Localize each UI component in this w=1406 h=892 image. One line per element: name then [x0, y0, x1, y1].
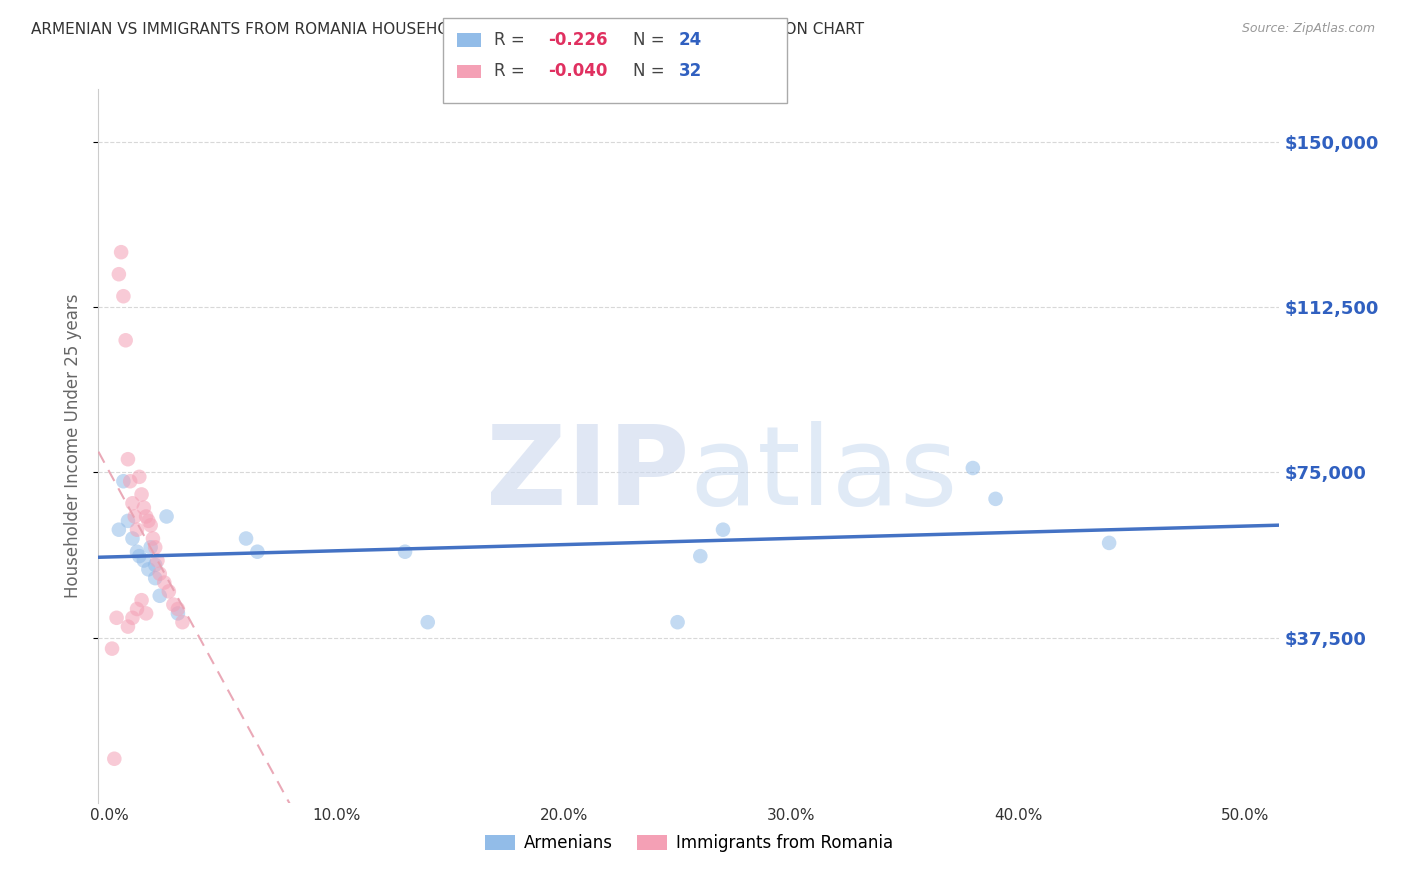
Text: -0.040: -0.040: [548, 62, 607, 80]
Text: R =: R =: [494, 31, 530, 49]
Point: [125, 545, 148, 559]
Point: [132, 553, 155, 567]
Legend: Armenians, Immigrants from Romania: Armenians, Immigrants from Romania: [478, 828, 900, 859]
Text: N =: N =: [633, 31, 669, 49]
Text: ARMENIAN VS IMMIGRANTS FROM ROMANIA HOUSEHOLDER INCOME UNDER 25 YEARS CORRELATIO: ARMENIAN VS IMMIGRANTS FROM ROMANIA HOUS…: [31, 22, 865, 37]
Text: atlas: atlas: [689, 421, 957, 528]
Point: [142, 532, 165, 546]
Text: N =: N =: [633, 62, 669, 80]
Point: [112, 475, 135, 489]
Point: [114, 333, 136, 347]
Point: [143, 558, 166, 572]
Point: [135, 607, 157, 621]
Point: [157, 584, 180, 599]
Point: [246, 545, 269, 559]
Point: [689, 549, 711, 563]
Point: [149, 589, 172, 603]
Point: [146, 553, 169, 567]
Point: [117, 619, 139, 633]
Point: [711, 523, 734, 537]
Point: [416, 615, 439, 630]
Point: [235, 532, 257, 546]
Point: [125, 602, 148, 616]
Point: [962, 461, 984, 475]
Point: [131, 593, 153, 607]
Point: [112, 289, 135, 303]
Y-axis label: Householder Income Under 25 years: Householder Income Under 25 years: [65, 293, 83, 599]
Point: [139, 541, 162, 555]
Point: [138, 514, 160, 528]
Point: [128, 470, 150, 484]
Point: [120, 475, 142, 489]
Point: [666, 615, 689, 630]
Text: 24: 24: [679, 31, 703, 49]
Point: [143, 571, 166, 585]
Text: 32: 32: [679, 62, 703, 80]
Point: [105, 611, 128, 625]
Point: [125, 523, 148, 537]
Point: [121, 496, 143, 510]
Point: [124, 509, 146, 524]
Point: [155, 509, 177, 524]
Point: [121, 532, 143, 546]
Point: [172, 615, 194, 630]
Text: -0.226: -0.226: [548, 31, 607, 49]
Point: [128, 549, 150, 563]
Point: [117, 514, 139, 528]
Point: [162, 598, 184, 612]
Point: [167, 607, 190, 621]
Point: [131, 487, 153, 501]
Text: ZIP: ZIP: [485, 421, 689, 528]
Point: [117, 452, 139, 467]
Point: [167, 602, 190, 616]
Text: R =: R =: [494, 62, 530, 80]
Point: [138, 562, 160, 576]
Point: [121, 611, 143, 625]
Point: [108, 523, 131, 537]
Point: [394, 545, 416, 559]
Point: [108, 267, 131, 281]
Point: [149, 566, 172, 581]
Point: [110, 245, 132, 260]
Point: [984, 491, 1007, 506]
Point: [135, 509, 157, 524]
Point: [132, 500, 155, 515]
Point: [139, 518, 162, 533]
Point: [143, 541, 166, 555]
Point: [103, 752, 125, 766]
Point: [1098, 536, 1121, 550]
Point: [101, 641, 124, 656]
Point: [153, 575, 176, 590]
Text: Source: ZipAtlas.com: Source: ZipAtlas.com: [1241, 22, 1375, 36]
